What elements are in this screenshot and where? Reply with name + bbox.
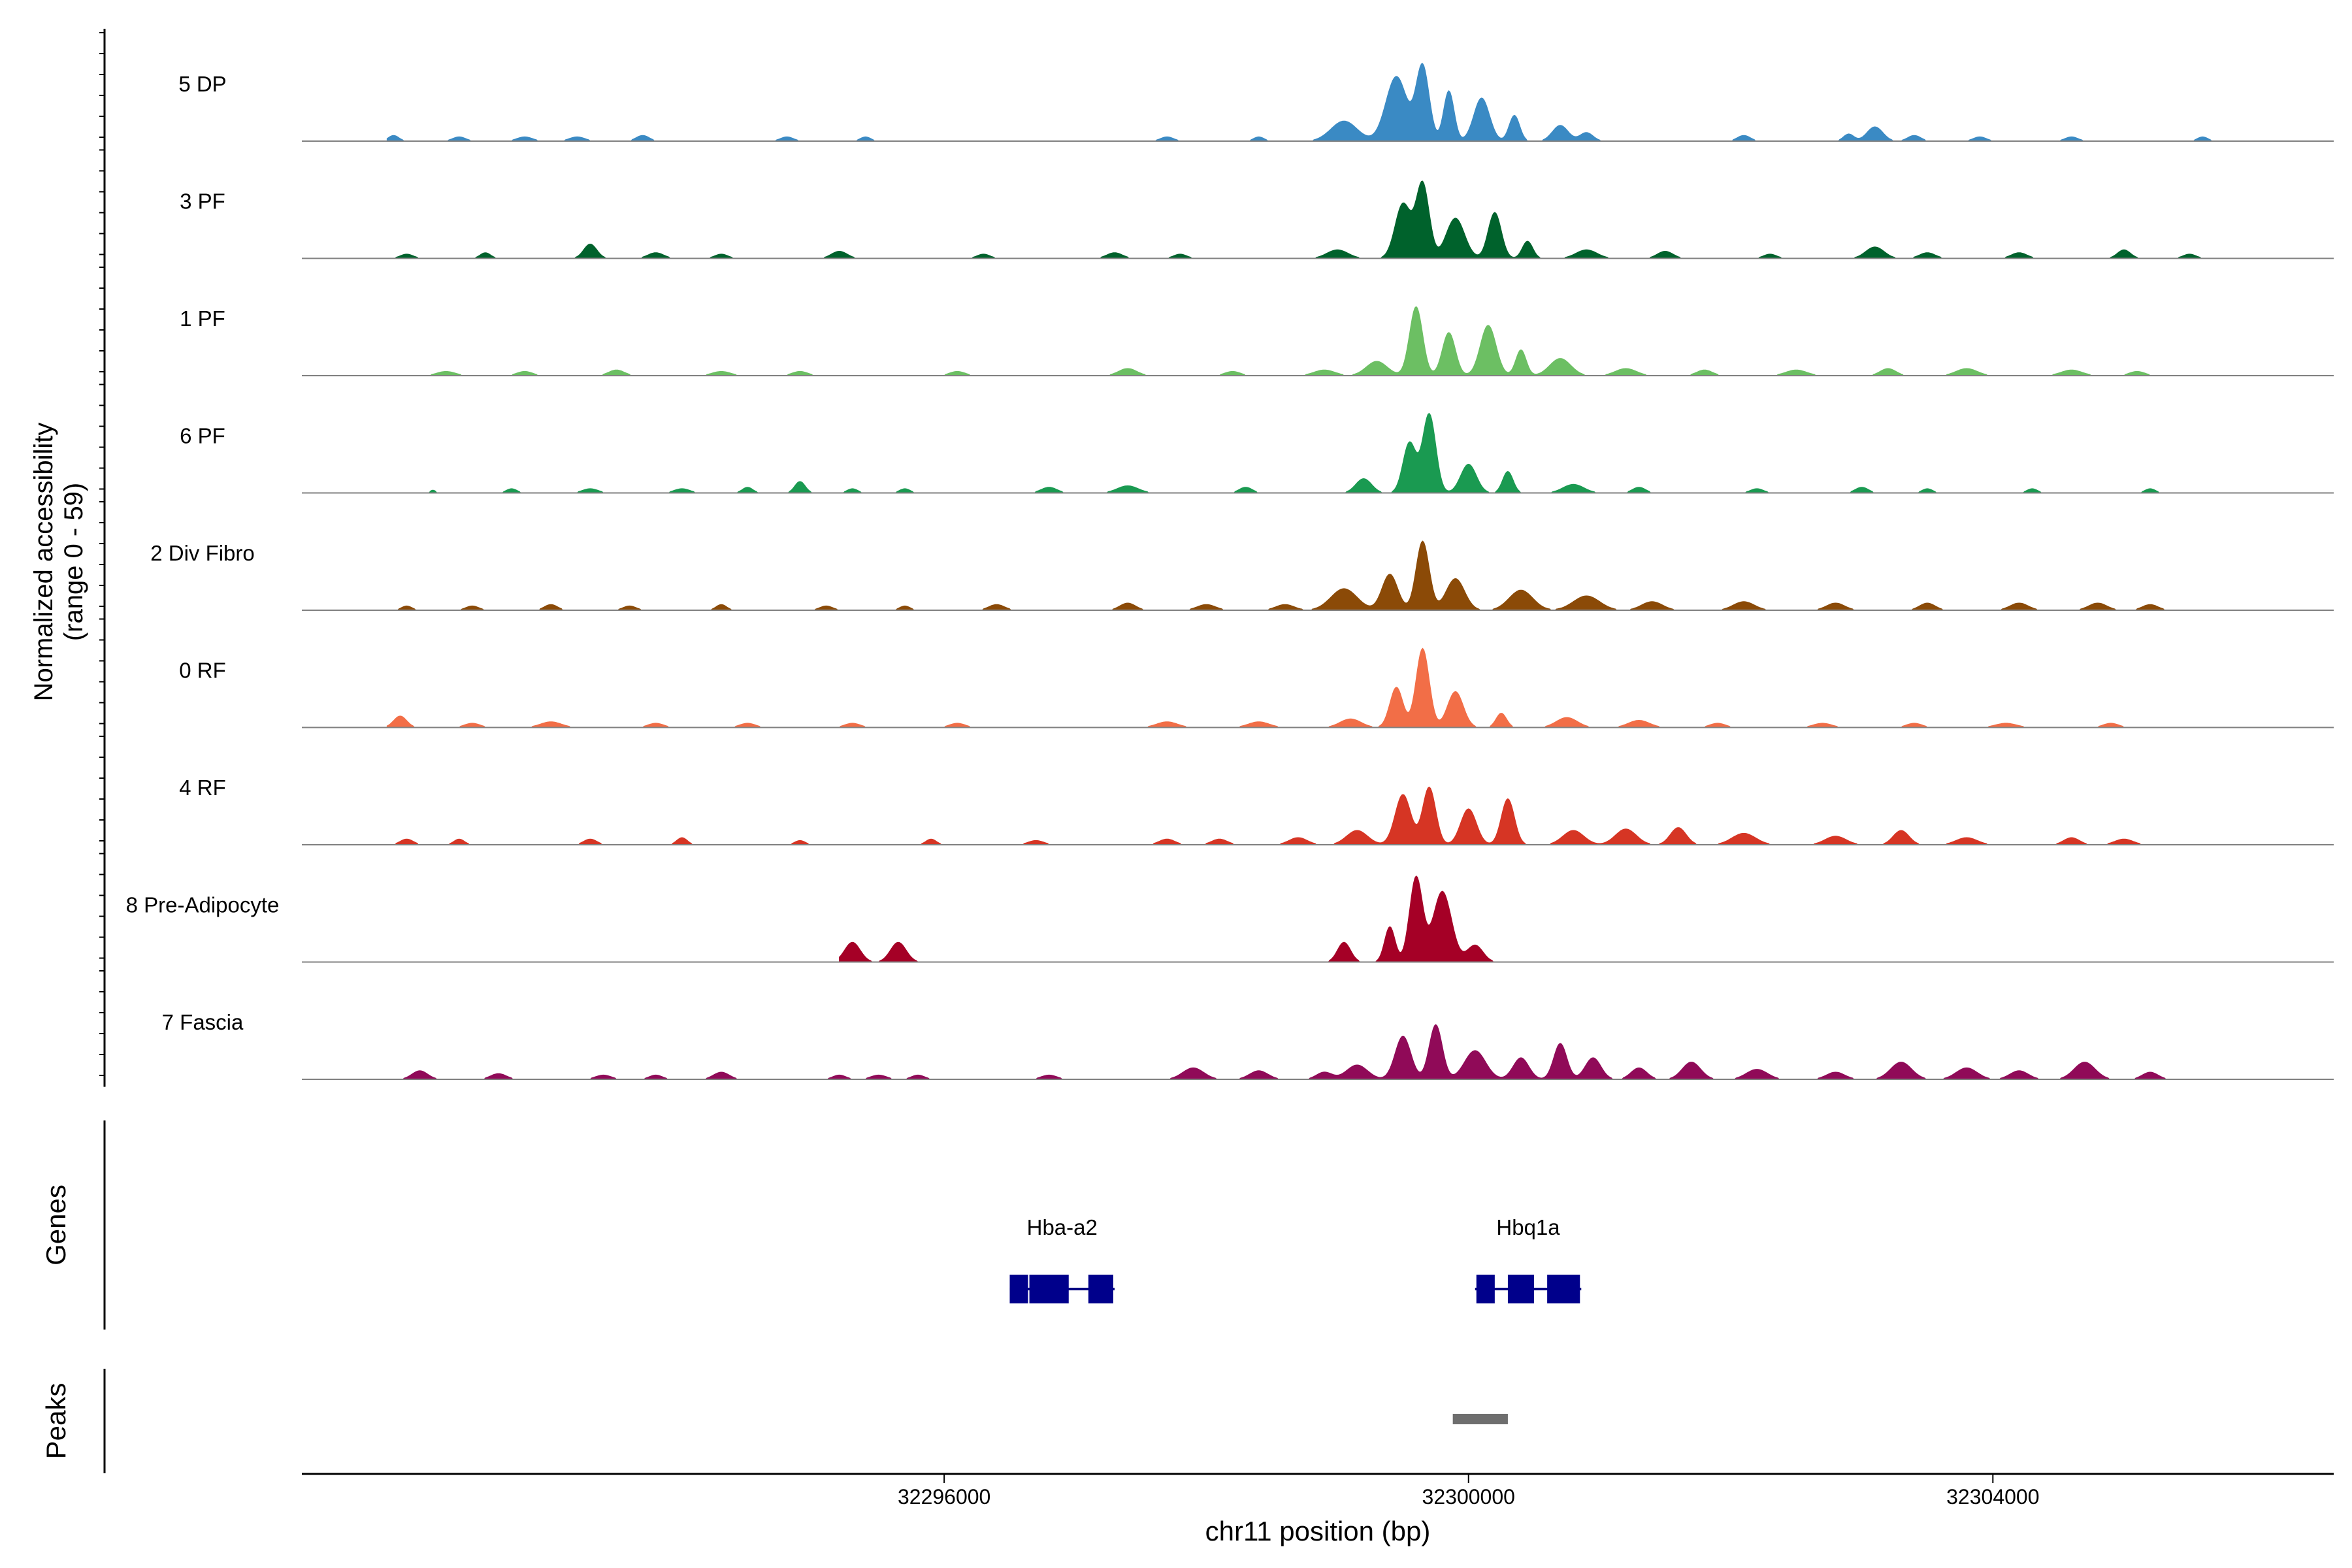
track-label: 0 RF	[179, 659, 226, 683]
track-4-rf: 4 RF	[179, 776, 2334, 845]
track-signal	[387, 540, 2190, 611]
track-6-pf: 6 PF	[180, 412, 2334, 494]
track-signal	[387, 786, 2216, 845]
track-signal	[386, 647, 2190, 728]
track-signal	[387, 306, 2190, 376]
accessibility-axis-label: Normalized accessibility(range 0 - 59)	[29, 423, 88, 702]
track-label: 8 Pre-Adipocyte	[126, 893, 280, 917]
gene-exon	[1029, 1275, 1069, 1303]
track-label: 5 DP	[178, 72, 226, 96]
track-label: 1 PF	[180, 306, 225, 331]
track-label: 7 Fascia	[162, 1010, 244, 1034]
track-signal	[387, 412, 2164, 493]
track-0-rf: 0 RF	[179, 647, 2334, 728]
gene-exon	[1507, 1275, 1535, 1303]
gene-exon	[1088, 1275, 1113, 1303]
track-signal	[387, 1024, 2203, 1080]
track-label: 6 PF	[180, 424, 225, 448]
track-label: 4 RF	[179, 776, 226, 800]
axes: Normalized accessibility(range 0 - 59) 32…	[29, 29, 2334, 1546]
gene-label: Hbq1a	[1496, 1215, 1560, 1239]
track-5-dp: 5 DP	[178, 63, 2334, 142]
x-axis-label: chr11 position (bp)	[1205, 1516, 1431, 1546]
track-8-pre-adipocyte: 8 Pre-Adipocyte	[126, 875, 2334, 963]
track-label: 2 Div Fibro	[150, 541, 255, 565]
peak-region	[1452, 1414, 1508, 1424]
gene-label: Hba-a2	[1027, 1215, 1098, 1239]
track-signal	[386, 63, 2227, 142]
gene-exon	[1476, 1275, 1495, 1303]
track-1-pf: 1 PF	[180, 306, 2334, 376]
gene-hba-a2: Hba-a2	[1009, 1215, 1115, 1303]
coverage-tracks: 5 DP 3 PF 1 PF 6 PF 2 Div Fibro 0 RF 4 RF 8 Pre…	[126, 63, 2334, 1080]
x-tick-label: 32304000	[1946, 1485, 2039, 1509]
accessibility-axis-label-line1: Normalized accessibility	[29, 423, 58, 702]
track-3-pf: 3 PF	[180, 180, 2334, 259]
track-signal	[387, 180, 2227, 259]
track-signal	[839, 875, 1508, 962]
peaks-panel-label: Peaks	[41, 1383, 71, 1460]
gene-exon	[1547, 1275, 1580, 1303]
genes-panel-label: Genes	[41, 1184, 71, 1266]
track-2-div-fibro: 2 Div Fibro	[150, 540, 2334, 611]
track-label: 3 PF	[180, 189, 225, 214]
gene-hbq1a: Hbq1a	[1475, 1215, 1582, 1303]
peaks-panel: Peaks	[41, 1369, 1508, 1473]
gene-exon	[1009, 1275, 1028, 1303]
accessibility-axis-label-line2: (range 0 - 59)	[59, 483, 88, 641]
track-7-fascia: 7 Fascia	[162, 1010, 2334, 1080]
x-tick-label: 32300000	[1422, 1485, 1515, 1509]
x-tick-label: 32296000	[898, 1485, 990, 1509]
genes-panel: Genes Hba-a2 Hbq1a	[41, 1120, 1582, 1330]
